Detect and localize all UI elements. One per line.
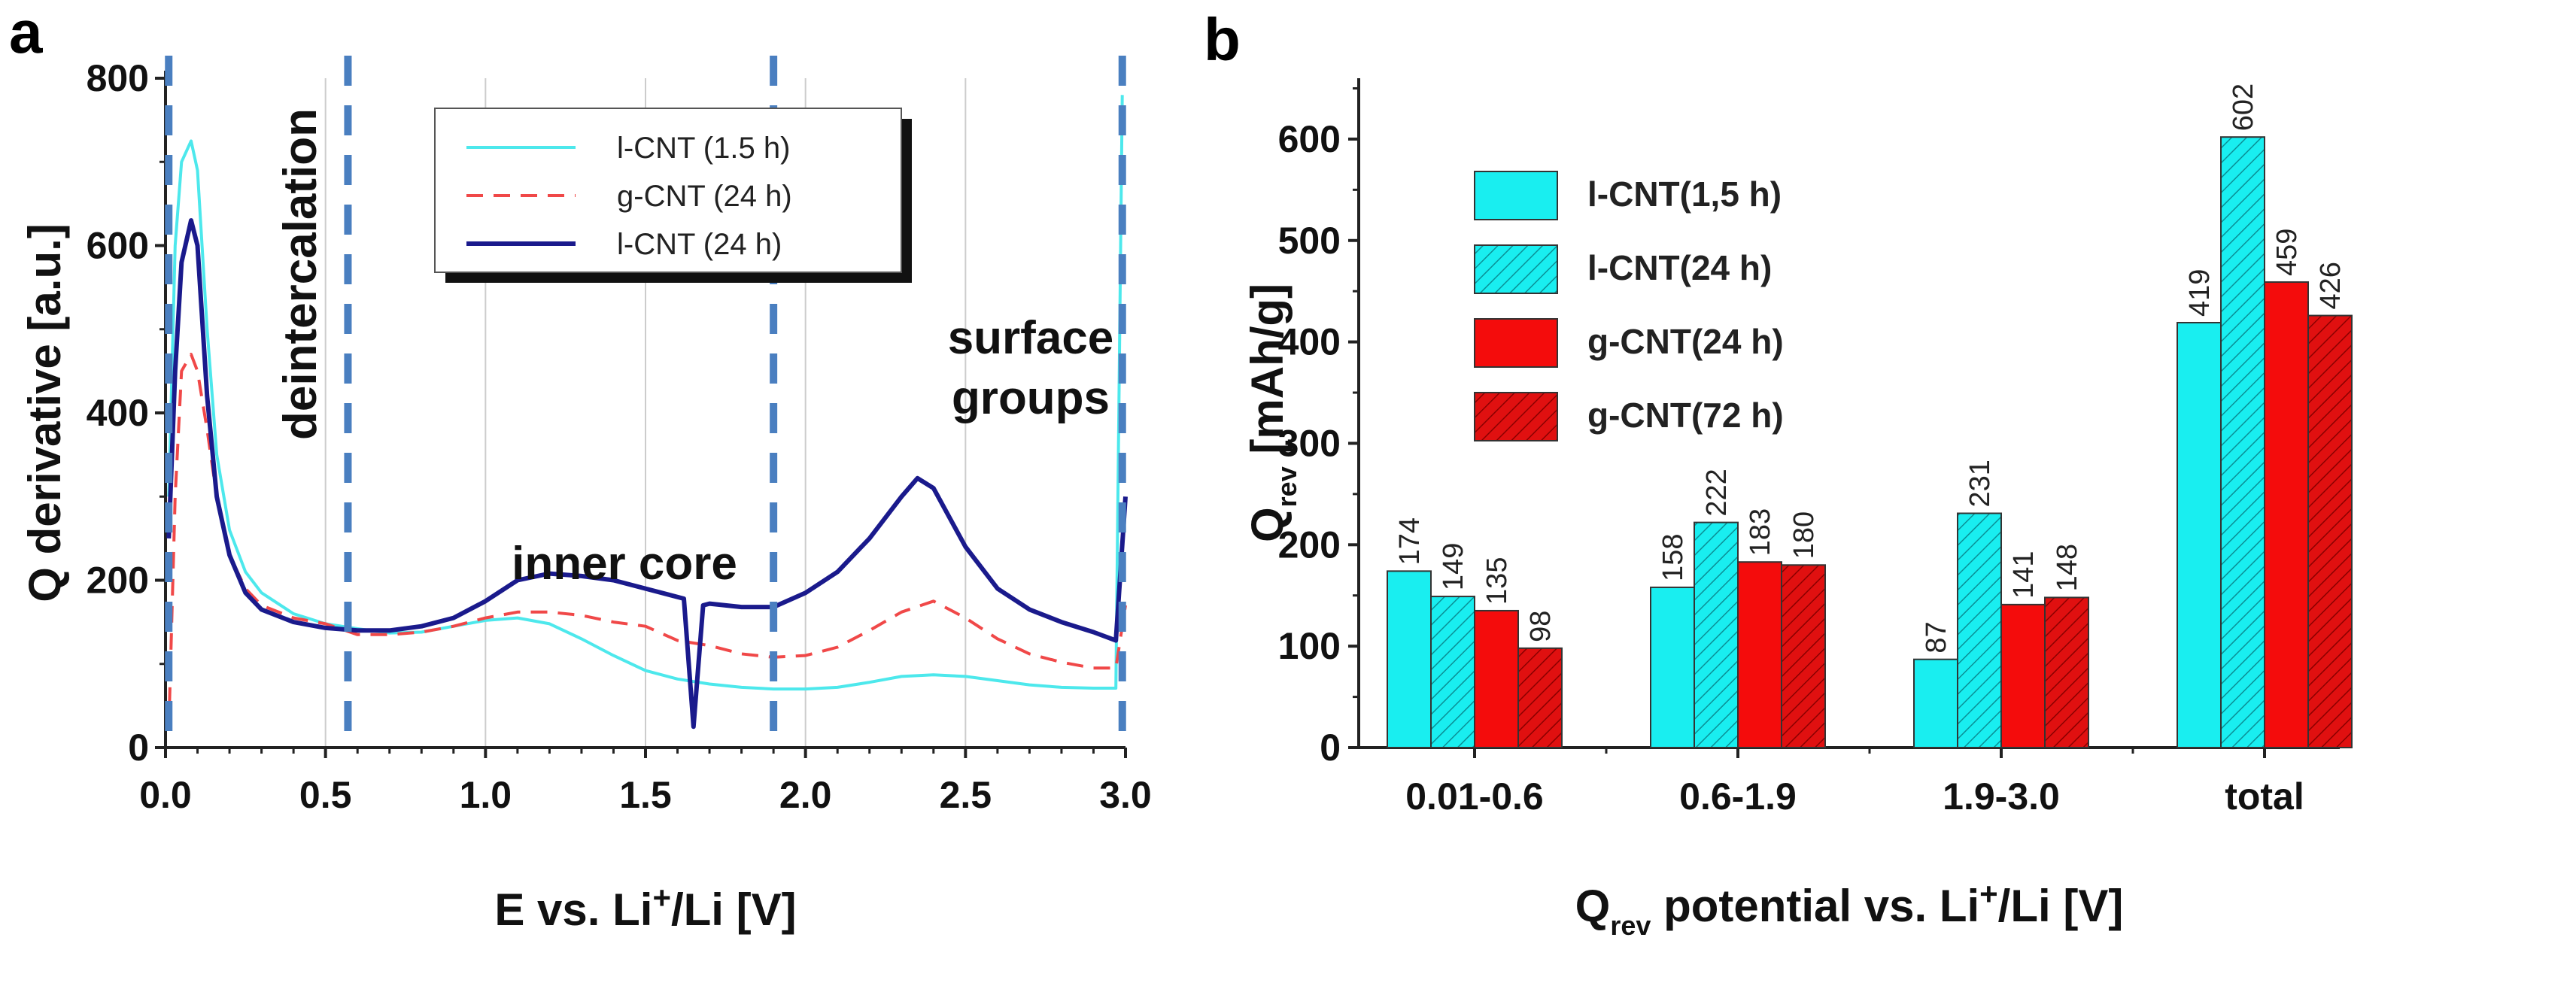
legend-swatch-4 bbox=[1474, 392, 1558, 441]
x-tick-label: 2.0 bbox=[779, 774, 832, 816]
bar-g-cnt-24-h- bbox=[1474, 609, 1519, 748]
bar-g-cnt-72-h- bbox=[1781, 564, 1826, 748]
x-axis-label: Qrev potential vs. Li+/Li [V] bbox=[1575, 876, 2124, 941]
annotation-surface: surface bbox=[948, 312, 1114, 364]
x-tick-label: 0.0 bbox=[139, 774, 192, 816]
y-tick-label: 500 bbox=[1278, 220, 1341, 262]
bar-g-cnt-72-h- bbox=[2044, 596, 2089, 749]
bar-l-cnt-1-5-h- bbox=[1913, 658, 1958, 749]
bar-value-label: 426 bbox=[2315, 262, 2347, 309]
category-label: 1.9-3.0 bbox=[1943, 775, 2060, 818]
y-tick-label: 0 bbox=[128, 727, 149, 769]
category-label: 0.01-0.6 bbox=[1405, 775, 1543, 818]
bar-g-cnt-72-h- bbox=[2307, 314, 2353, 748]
bar-l-cnt-24-h- bbox=[1430, 596, 1475, 748]
y-tick-label: 400 bbox=[1278, 321, 1341, 363]
bar-l-cnt-1-5-h- bbox=[1387, 570, 1432, 749]
legend-label-1: l-CNT(1,5 h) bbox=[1587, 174, 1782, 214]
panel-a: 0.0 0.5 1.0 1.5 2.0 2.5 3.0 0 200 400 600 800 deinte… bbox=[20, 56, 1152, 935]
panel-label-a: a bbox=[9, 0, 43, 65]
bar-value-label: 459 bbox=[2271, 229, 2303, 276]
bar-l-cnt-24-h- bbox=[2220, 136, 2265, 749]
bar-value-label: 98 bbox=[1525, 611, 1557, 642]
bar-value-label: 602 bbox=[2228, 83, 2259, 131]
bar-value-label: 180 bbox=[1788, 511, 1820, 559]
bar-value-label: 222 bbox=[1701, 469, 1733, 516]
x-tick-label: 3.0 bbox=[1099, 774, 1152, 816]
bar-value-label: 148 bbox=[2052, 544, 2083, 591]
x-tick-label: 1.5 bbox=[619, 774, 672, 816]
series-line-3 bbox=[166, 218, 1128, 730]
legend-swatch-3 bbox=[1474, 318, 1558, 368]
y-tick-label: 300 bbox=[1278, 422, 1341, 464]
y-tick-label: 100 bbox=[1278, 625, 1341, 667]
bar-value-label: 149 bbox=[1438, 543, 1469, 590]
y-tick-label: 800 bbox=[87, 57, 149, 99]
y-axis-label: Q derivative [a.u.] bbox=[20, 223, 70, 602]
bar-value-label: 141 bbox=[2008, 551, 2040, 598]
bar-value-label: 419 bbox=[2184, 269, 2216, 317]
y-tick-label: 600 bbox=[87, 225, 149, 267]
category-label: 0.6-1.9 bbox=[1679, 775, 1797, 818]
bar-g-cnt-24-h- bbox=[1737, 561, 1782, 749]
bar-g-cnt-24-h- bbox=[2000, 603, 2046, 749]
annotation-groups: groups bbox=[952, 372, 1110, 424]
bar-l-cnt-1-5-h- bbox=[1650, 586, 1695, 748]
legend-label-2: g-CNT (24 h) bbox=[617, 180, 792, 213]
y-tick-label: 0 bbox=[1320, 727, 1341, 769]
bar-l-cnt-1-5-h- bbox=[2177, 321, 2222, 748]
legend-swatch-2 bbox=[1474, 244, 1558, 294]
panel-label-b: b bbox=[1204, 6, 1241, 73]
x-tick-label: 0.5 bbox=[299, 774, 352, 816]
bar-value-label: 183 bbox=[1745, 508, 1776, 556]
series-line-1 bbox=[167, 95, 1124, 691]
y-tick-label: 200 bbox=[87, 560, 149, 602]
bar-g-cnt-24-h- bbox=[2264, 281, 2309, 748]
series-line-2 bbox=[167, 353, 1127, 731]
bar-value-label: 87 bbox=[1921, 621, 1952, 653]
bar-g-cnt-72-h- bbox=[1517, 647, 1563, 749]
bar-value-label: 174 bbox=[1394, 517, 1426, 565]
x-tick-label: 1.0 bbox=[460, 774, 512, 816]
x-tick-label: 2.5 bbox=[940, 774, 992, 816]
legend-swatch-1 bbox=[1474, 171, 1558, 220]
panel-b: 0 100 200 300 400 500 600 0.01-0.6 174 149 135 98 0.… bbox=[1242, 78, 2353, 941]
legend-label-1: l-CNT (1.5 h) bbox=[617, 132, 790, 165]
bar-l-cnt-24-h- bbox=[1694, 521, 1739, 748]
y-tick-label: 200 bbox=[1278, 523, 1341, 566]
legend-label-3: l-CNT (24 h) bbox=[617, 228, 782, 261]
bar-value-label: 135 bbox=[1481, 557, 1513, 605]
bar-l-cnt-24-h- bbox=[1957, 512, 2002, 748]
legend-label-4: g-CNT(72 h) bbox=[1587, 396, 1784, 435]
y-axis-label: Qrev [mAh/g] bbox=[1242, 284, 1302, 542]
x-axis-label: E vs. Li+/Li [V] bbox=[494, 880, 796, 935]
annotation-inner-core: inner core bbox=[512, 538, 737, 590]
legend-label-2: l-CNT(24 h) bbox=[1587, 248, 1772, 287]
bar-value-label: 231 bbox=[1964, 460, 1996, 507]
y-tick-label: 400 bbox=[87, 392, 149, 434]
legend-label-3: g-CNT(24 h) bbox=[1587, 322, 1784, 361]
category-label: total bbox=[2225, 775, 2304, 818]
annotation-deintercalation: deintercalation bbox=[275, 108, 327, 440]
bar-value-label: 158 bbox=[1657, 534, 1689, 581]
y-tick-label: 600 bbox=[1278, 118, 1341, 160]
